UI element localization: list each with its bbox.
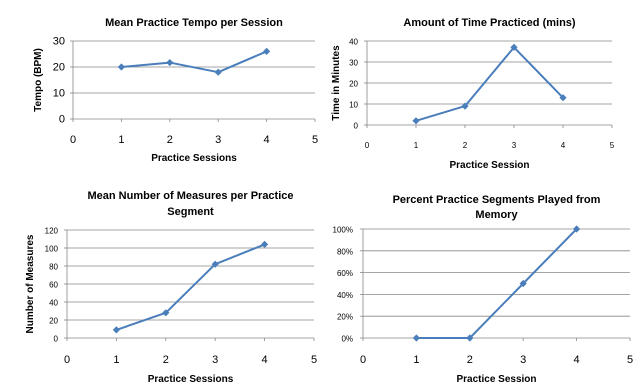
- y-tick-label: 80: [49, 263, 58, 272]
- y-tick-label: 20: [349, 80, 358, 89]
- x-tick-label: 1: [118, 134, 124, 146]
- data-point-marker: [412, 334, 420, 342]
- y-tick-label: 10: [53, 88, 65, 100]
- y-axis-label: Time in Minutes: [331, 45, 342, 121]
- chart-panel-2: Amount of Time Practiced (mins)010203040…: [331, 17, 615, 171]
- chart-title: Mean Number of Measures per Practice: [87, 190, 293, 202]
- y-tick-label: 0%: [341, 335, 353, 344]
- chart-panel-4: Percent Practice Segments Played from Mem…: [333, 194, 634, 385]
- series-line: [116, 243, 265, 331]
- y-axis-label: Number of Measures: [25, 234, 36, 333]
- y-tick-label: 20: [53, 62, 65, 74]
- x-tick-label: 0: [64, 354, 70, 366]
- x-tick-label: 1: [113, 354, 119, 366]
- x-axis-label: Practice Sessions: [148, 374, 234, 385]
- x-tick-label: 4: [264, 134, 270, 146]
- chart-title: Segment: [167, 206, 214, 218]
- x-tick-label: 1: [413, 354, 419, 366]
- y-tick-label: 0: [54, 335, 59, 344]
- series-line: [415, 46, 564, 122]
- data-point-marker: [519, 279, 527, 288]
- series-line: [121, 50, 267, 74]
- data-point-marker: [166, 58, 174, 67]
- y-tick-label: 120: [45, 227, 59, 236]
- x-tick-label: 4: [561, 141, 566, 150]
- x-tick-label: 2: [467, 354, 473, 366]
- x-tick-label: 3: [212, 354, 218, 366]
- chart-panel-3: Mean Number of Measures per Practice Segm…: [25, 190, 317, 385]
- data-point-marker: [112, 326, 120, 334]
- y-tick-label: 30: [53, 36, 65, 48]
- y-tick-label: 60: [49, 281, 58, 290]
- y-tick-label: 40: [349, 38, 358, 47]
- x-tick-label: 0: [365, 141, 370, 150]
- y-tick-label: 60%: [337, 269, 353, 278]
- y-tick-label: 0: [354, 122, 359, 131]
- chart-title: Amount of Time Practiced (mins): [403, 17, 575, 29]
- x-tick-label: 2: [463, 141, 468, 150]
- x-tick-label: 5: [610, 141, 615, 150]
- data-point-marker: [559, 94, 567, 102]
- series-line: [416, 228, 578, 339]
- y-tick-label: 100: [45, 245, 59, 254]
- data-point-marker: [461, 102, 469, 110]
- chart-title: Percent Practice Segments Played from: [393, 194, 601, 206]
- y-tick-label: 20%: [337, 313, 353, 322]
- x-tick-label: 3: [520, 354, 526, 366]
- y-tick-label: 80%: [337, 247, 353, 256]
- x-tick-label: 5: [311, 354, 317, 366]
- x-tick-label: 5: [627, 354, 633, 366]
- y-tick-label: 30: [349, 59, 358, 68]
- data-point-marker: [211, 260, 219, 268]
- x-tick-label: 5: [312, 134, 318, 146]
- x-tick-label: 0: [70, 134, 76, 146]
- data-point-marker: [466, 334, 474, 342]
- x-tick-label: 3: [512, 141, 517, 150]
- x-tick-label: 4: [262, 354, 268, 366]
- x-axis-label: Practice Session: [449, 160, 529, 171]
- x-axis-label: Practice Sessions: [151, 153, 237, 164]
- data-point-marker: [412, 117, 420, 125]
- data-point-marker: [117, 63, 125, 71]
- data-point-marker: [261, 240, 269, 248]
- data-point-marker: [162, 309, 170, 317]
- chart-panel-1: Mean Practice Tempo per Session 0 10 20 30 0 1…: [33, 17, 318, 164]
- x-tick-label: 2: [163, 354, 169, 366]
- x-tick-label: 3: [215, 134, 221, 146]
- x-tick-label: 1: [414, 141, 419, 150]
- y-axis-label: Tempo (BPM): [33, 48, 44, 112]
- data-point-marker: [263, 47, 271, 55]
- y-tick-label: 0: [59, 114, 65, 126]
- y-tick-label: 40: [49, 299, 58, 308]
- y-tick-label: 20: [49, 317, 58, 326]
- chart-title: Mean Practice Tempo per Session: [105, 17, 283, 29]
- x-tick-label: 0: [360, 354, 366, 366]
- data-point-marker: [510, 43, 518, 51]
- y-tick-label: 100%: [333, 226, 353, 235]
- x-tick-label: 2: [167, 134, 173, 146]
- data-point-marker: [214, 68, 222, 76]
- x-axis-label: Practice Session: [456, 374, 536, 385]
- chart-title: Memory: [475, 209, 518, 221]
- y-tick-label: 40%: [337, 291, 353, 300]
- x-tick-label: 4: [574, 354, 580, 366]
- data-point-marker: [573, 225, 581, 233]
- y-tick-label: 10: [349, 101, 358, 110]
